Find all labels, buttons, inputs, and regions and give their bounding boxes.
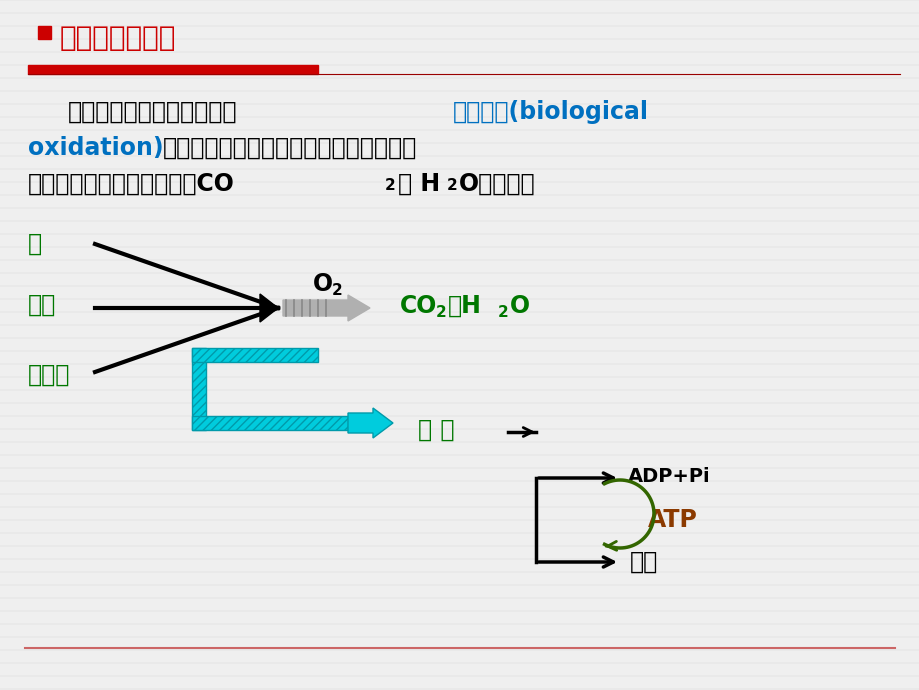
FancyArrow shape xyxy=(347,408,392,438)
Text: 2: 2 xyxy=(447,177,458,193)
Bar xyxy=(28,65,318,74)
Bar xyxy=(38,26,51,39)
Text: 能 量: 能 量 xyxy=(417,418,454,442)
Text: 2: 2 xyxy=(332,282,343,297)
Text: 生物氧化(biological: 生物氧化(biological xyxy=(452,100,648,124)
Text: 2: 2 xyxy=(497,304,508,319)
Text: CO: CO xyxy=(400,294,437,318)
Text: ，主要指糖、脂肪、蛋白质等在体内分解: ，主要指糖、脂肪、蛋白质等在体内分解 xyxy=(163,136,417,160)
Text: 生物氧化的概念: 生物氧化的概念 xyxy=(60,24,176,52)
Text: 物质在生物体内进行氧化称: 物质在生物体内进行氧化称 xyxy=(68,100,237,124)
Bar xyxy=(192,416,347,430)
Text: 时逐步释放能量，最终生成CO: 时逐步释放能量，最终生成CO xyxy=(28,172,234,196)
Text: oxidation): oxidation) xyxy=(28,136,164,160)
Text: 热能: 热能 xyxy=(630,550,657,574)
Text: O: O xyxy=(509,294,529,318)
Text: ADP+Pi: ADP+Pi xyxy=(628,466,709,486)
Polygon shape xyxy=(260,294,278,322)
Text: O: O xyxy=(312,272,333,296)
Text: 糖: 糖 xyxy=(28,232,42,256)
Text: 蛋白质: 蛋白质 xyxy=(28,363,70,387)
Text: ATP: ATP xyxy=(647,508,698,532)
Text: 和 H: 和 H xyxy=(398,172,439,196)
Bar xyxy=(192,348,206,430)
Text: 2: 2 xyxy=(436,304,447,319)
Text: 和H: 和H xyxy=(448,294,482,318)
Text: O的过程。: O的过程。 xyxy=(459,172,535,196)
FancyArrow shape xyxy=(283,295,369,321)
Text: 脂肪: 脂肪 xyxy=(28,293,56,317)
Bar xyxy=(192,348,318,362)
Text: 2: 2 xyxy=(384,177,395,193)
